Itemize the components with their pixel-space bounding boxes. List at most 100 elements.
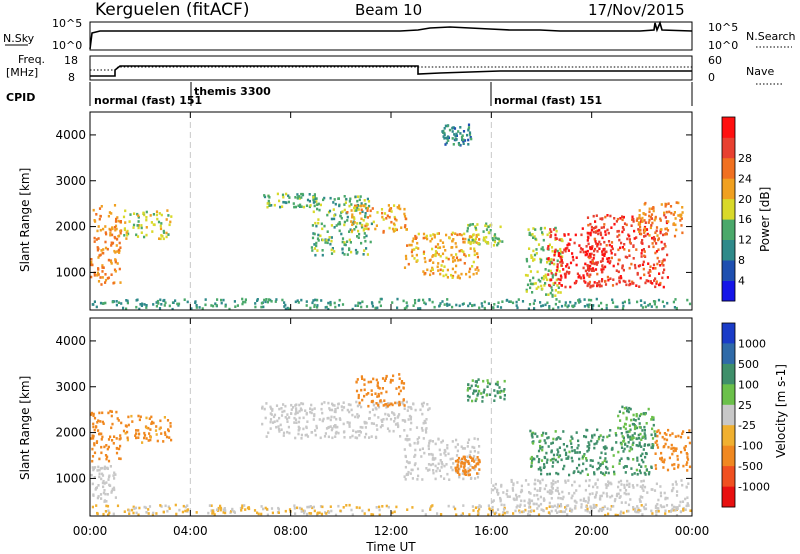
data-cell <box>91 505 94 509</box>
data-cell <box>274 300 277 303</box>
data-cell <box>156 299 159 303</box>
data-cell <box>551 487 554 490</box>
colorbar-tick-label: -500 <box>738 460 763 473</box>
data-cell <box>604 265 607 269</box>
data-cell <box>461 134 464 137</box>
data-cell <box>610 256 613 260</box>
data-cell <box>421 429 424 432</box>
data-cell <box>445 273 448 277</box>
cpid-segment-1: normal (fast) 151 <box>94 94 202 107</box>
data-cell <box>132 511 135 515</box>
data-cell <box>423 301 426 304</box>
data-cell <box>320 299 323 302</box>
data-cell <box>686 458 690 461</box>
data-cell <box>382 404 385 407</box>
data-cell <box>424 302 427 306</box>
data-cell <box>654 267 657 270</box>
data-cell <box>475 389 478 393</box>
data-cell <box>429 439 432 442</box>
data-cell <box>659 504 662 507</box>
data-cell <box>463 447 466 450</box>
data-cell <box>564 276 567 279</box>
data-cell <box>100 432 103 436</box>
data-cell <box>128 220 131 223</box>
data-cell <box>559 278 562 282</box>
cpid-segment-2: themis 3300 <box>194 85 271 98</box>
data-cell <box>143 436 146 440</box>
data-cell <box>640 480 643 483</box>
data-cell <box>406 434 409 438</box>
data-cell <box>140 224 143 227</box>
data-cell <box>141 302 144 306</box>
data-cell <box>600 451 603 455</box>
data-cell <box>571 449 574 453</box>
data-cell <box>96 469 99 472</box>
data-cell <box>648 302 651 306</box>
data-cell <box>468 267 472 271</box>
data-cell <box>621 215 624 218</box>
data-cell <box>655 510 658 513</box>
data-cell <box>655 439 658 443</box>
data-cell <box>628 266 631 270</box>
data-cell <box>626 434 629 437</box>
data-cell <box>142 211 145 215</box>
data-cell <box>636 483 639 487</box>
data-cell <box>408 438 411 441</box>
data-cell <box>310 431 314 434</box>
data-cell <box>633 472 636 475</box>
data-cell <box>370 389 373 392</box>
data-cell <box>521 300 525 303</box>
data-cell <box>617 450 620 454</box>
data-cell <box>468 133 472 136</box>
data-cell <box>363 383 366 386</box>
data-cell <box>590 225 593 229</box>
data-cell <box>388 215 391 219</box>
data-cell <box>456 449 459 453</box>
data-cell <box>148 505 152 508</box>
data-cell <box>549 228 552 231</box>
data-cell <box>603 240 606 244</box>
data-cell <box>492 484 495 487</box>
data-cell <box>639 500 642 503</box>
data-cell <box>588 283 591 286</box>
data-cell <box>323 224 326 228</box>
data-cell <box>286 417 289 421</box>
data-cell <box>458 276 461 280</box>
data-cell <box>574 233 577 237</box>
data-cell <box>216 508 219 511</box>
data-cell <box>325 512 328 515</box>
data-cell <box>632 220 635 223</box>
data-cell <box>565 507 568 511</box>
data-cell <box>184 505 187 509</box>
data-cell <box>442 135 445 138</box>
data-cell <box>425 418 428 421</box>
data-cell <box>311 301 314 305</box>
data-cell <box>363 232 366 235</box>
data-cell <box>393 215 396 219</box>
data-cell <box>472 233 475 237</box>
data-cell <box>605 486 608 490</box>
data-cell <box>265 298 268 301</box>
data-cell <box>367 200 371 203</box>
data-cell <box>653 279 656 282</box>
data-cell <box>149 435 152 439</box>
data-cell <box>286 420 289 423</box>
data-cell <box>516 306 519 310</box>
data-cell <box>316 511 320 515</box>
data-cell <box>439 513 443 516</box>
data-cell <box>547 511 550 514</box>
data-cell <box>356 378 359 381</box>
data-cell <box>644 507 648 511</box>
data-cell <box>103 482 106 485</box>
data-cell <box>630 467 633 470</box>
data-cell <box>659 494 663 498</box>
data-cell <box>425 467 428 470</box>
data-cell <box>614 432 617 435</box>
data-cell <box>685 463 688 466</box>
data-cell <box>650 305 653 308</box>
data-cell <box>636 300 639 304</box>
data-cell <box>167 429 170 433</box>
data-cell <box>629 435 632 439</box>
data-cell <box>145 426 148 430</box>
